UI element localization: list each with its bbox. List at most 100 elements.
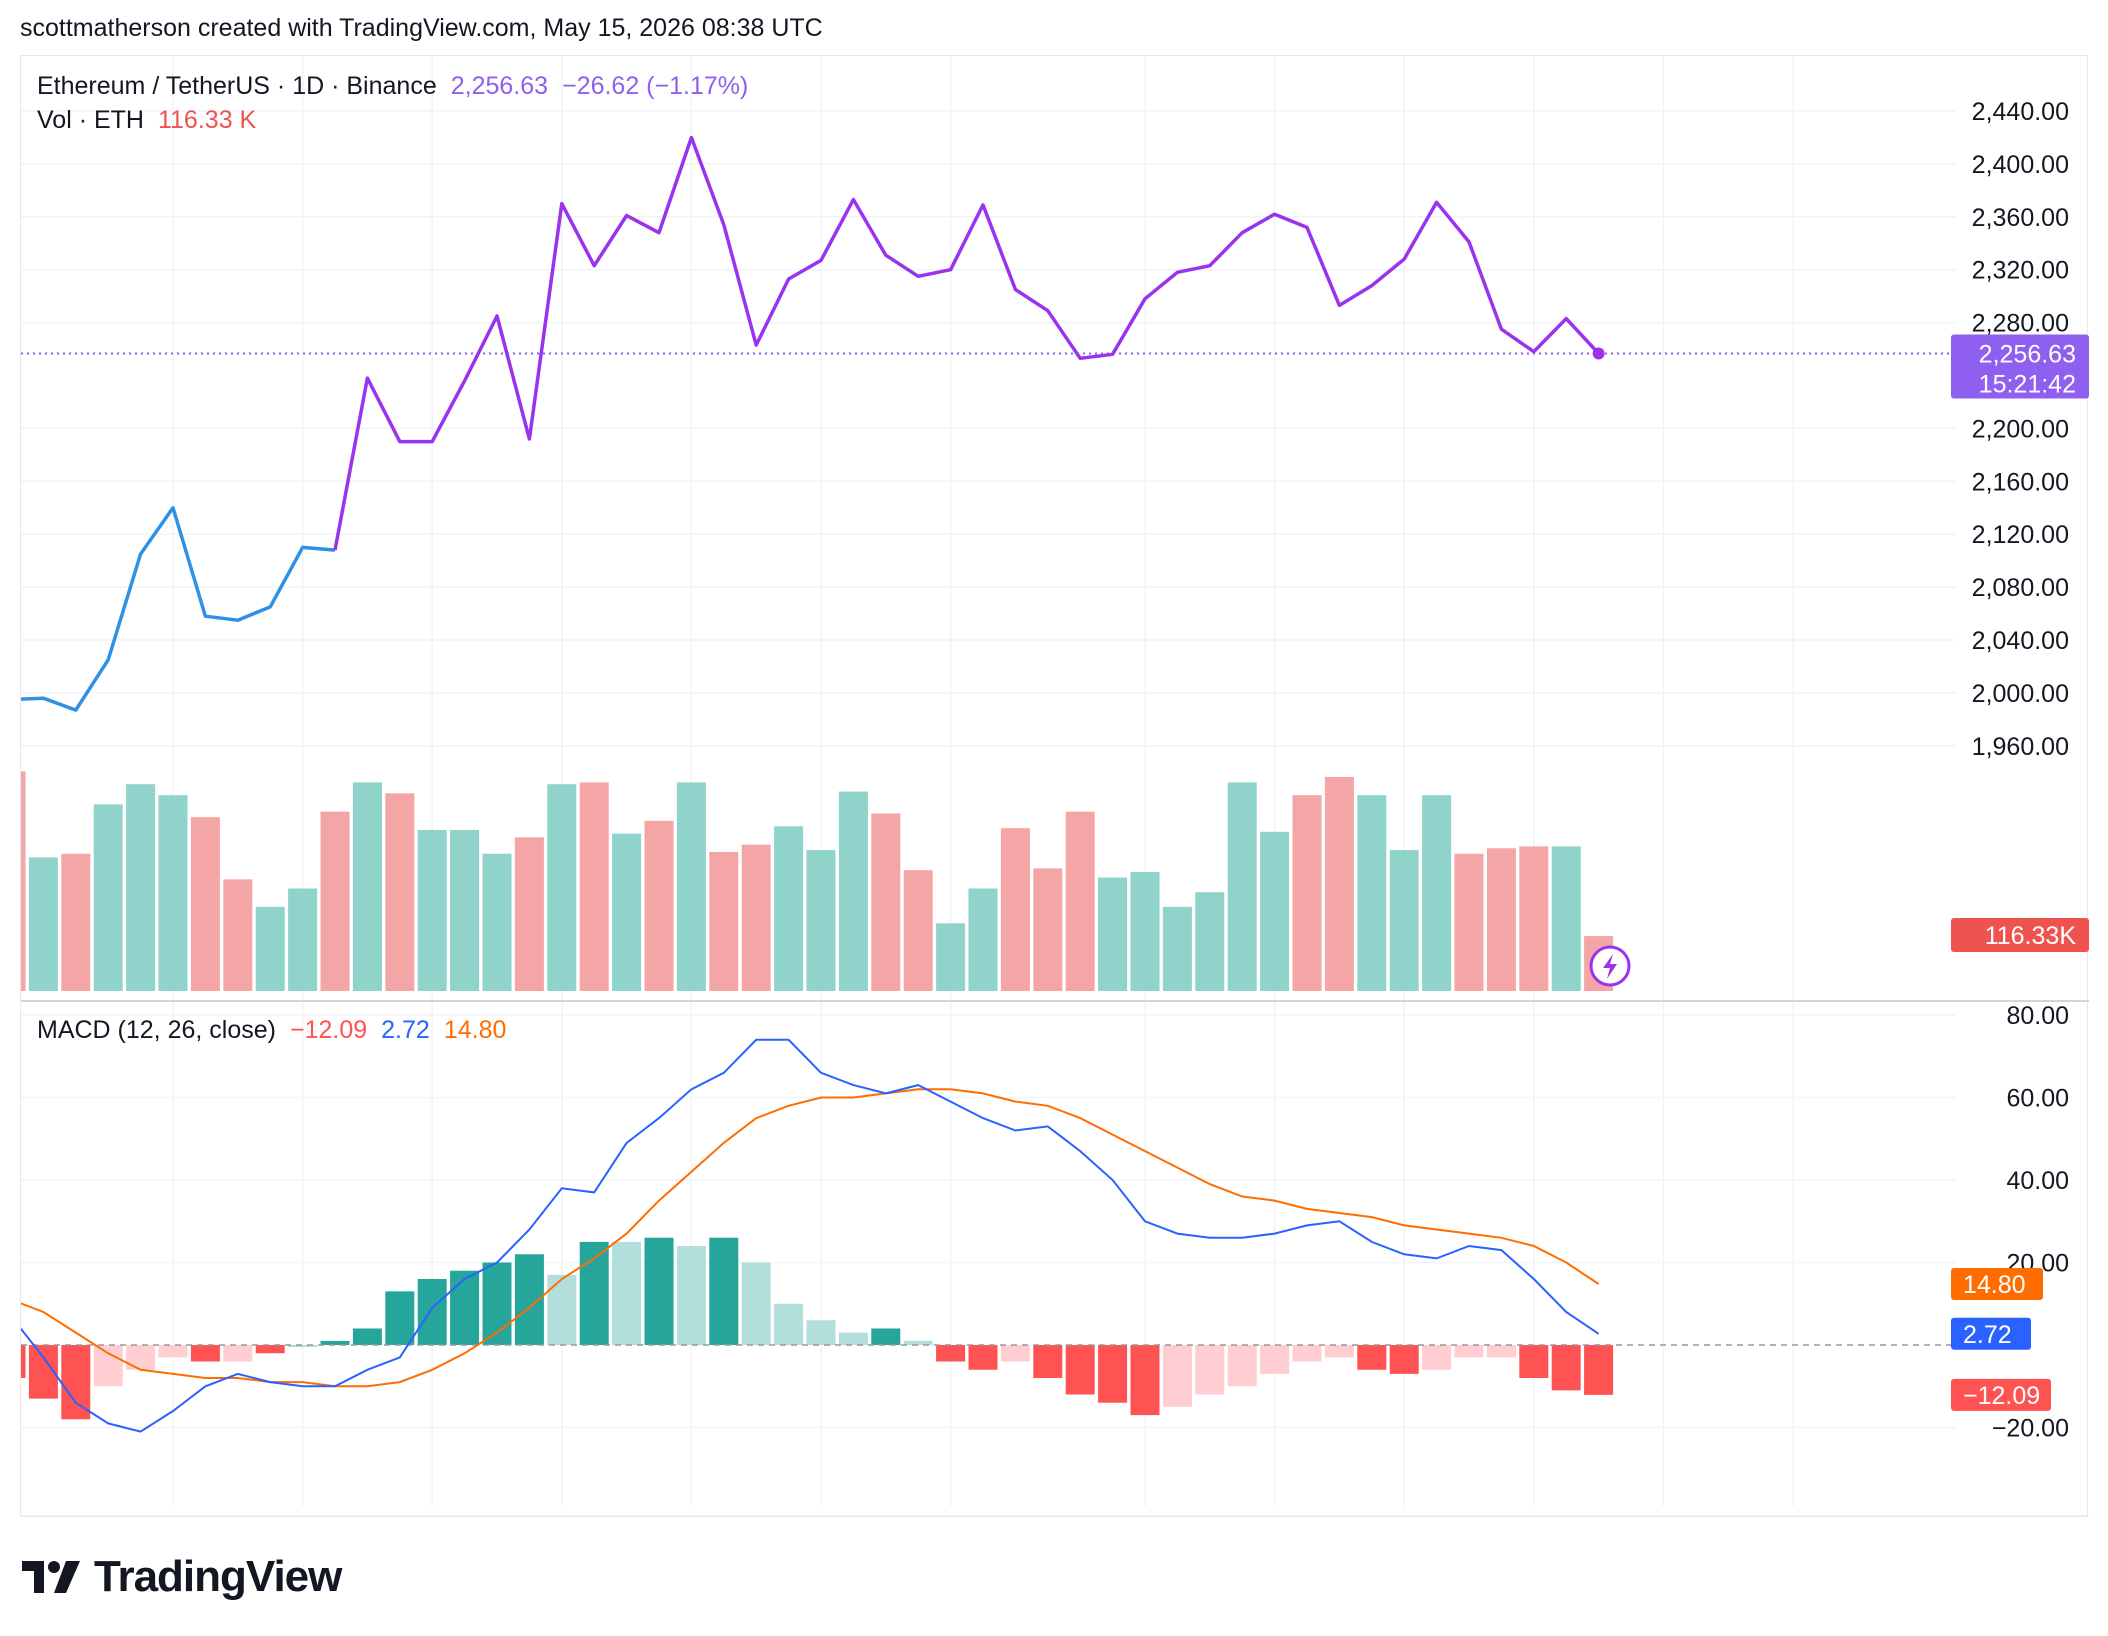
volume-bar[interactable]	[547, 784, 577, 991]
volume-bar[interactable]	[1227, 782, 1257, 991]
macd-histogram-bar[interactable]	[93, 1345, 123, 1387]
volume-bar[interactable]	[1551, 846, 1581, 991]
volume-bar[interactable]	[450, 829, 480, 991]
volume-bar[interactable]	[1324, 776, 1354, 991]
macd-histogram-bar[interactable]	[482, 1262, 512, 1346]
macd-histogram-bar[interactable]	[1065, 1345, 1095, 1395]
volume-bar[interactable]	[676, 782, 706, 991]
volume-bar[interactable]	[1519, 846, 1549, 991]
volume-bar[interactable]	[61, 853, 91, 991]
volume-bar[interactable]	[806, 850, 836, 991]
macd-histogram-bar[interactable]	[126, 1345, 156, 1370]
volume-bar[interactable]	[1389, 850, 1419, 991]
volume-bar[interactable]	[579, 782, 609, 991]
macd-histogram-bar[interactable]	[223, 1345, 253, 1362]
volume-bar[interactable]	[21, 771, 26, 991]
price-line-early[interactable]	[21, 506, 336, 712]
macd-histogram-bar[interactable]	[1357, 1345, 1387, 1370]
price-line[interactable]	[333, 135, 1600, 551]
macd-histogram-bar[interactable]	[21, 1345, 26, 1378]
volume-bar[interactable]	[482, 853, 512, 991]
macd-histogram-bar[interactable]	[320, 1340, 350, 1345]
volume-bar[interactable]	[741, 844, 771, 991]
last-price-point[interactable]	[1592, 347, 1605, 360]
macd-histogram-bar[interactable]	[1519, 1345, 1549, 1378]
volume-bar[interactable]	[28, 857, 58, 991]
macd-histogram-bar[interactable]	[158, 1345, 188, 1358]
macd-histogram-bar[interactable]	[1389, 1345, 1419, 1374]
macd-histogram-bar[interactable]	[1130, 1345, 1160, 1416]
volume-bar[interactable]	[871, 813, 901, 991]
macd-histogram-bar[interactable]	[61, 1345, 91, 1420]
macd-histogram-bar[interactable]	[806, 1320, 836, 1345]
macd-histogram-bar[interactable]	[352, 1328, 382, 1346]
tradingview-logo[interactable]: TradingView	[22, 1552, 342, 1602]
volume-bar[interactable]	[1260, 831, 1290, 991]
volume-bar[interactable]	[1065, 811, 1095, 991]
macd-histogram-bar[interactable]	[1195, 1345, 1225, 1395]
macd-histogram-bar[interactable]	[1000, 1345, 1030, 1362]
volume-bar[interactable]	[838, 791, 868, 991]
volume-last-label[interactable]	[1951, 918, 2089, 952]
volume-bar[interactable]	[126, 784, 156, 991]
macd-histogram-bar[interactable]	[676, 1246, 706, 1345]
volume-bar[interactable]	[1422, 795, 1452, 991]
macd-signal-label[interactable]	[1951, 1267, 2043, 1300]
volume-bar[interactable]	[1357, 795, 1387, 991]
macd-histogram-bar[interactable]	[1162, 1345, 1192, 1407]
macd-histogram-bar[interactable]	[1486, 1345, 1516, 1358]
chart-area[interactable]: 2,440.00 2,400.00 2,360.00 2,320.00 2,280.00…	[20, 55, 2089, 1518]
volume-bar[interactable]	[1130, 872, 1160, 991]
macd-histogram-bar[interactable]	[903, 1340, 933, 1345]
price-legend[interactable]: Ethereum / TetherUS · 1D · Binance 2,256.…	[37, 72, 748, 134]
volume-bar[interactable]	[93, 804, 123, 991]
volume-bar[interactable]	[320, 811, 350, 991]
volume-bar[interactable]	[644, 820, 674, 991]
macd-histogram-bar[interactable]	[255, 1345, 285, 1354]
macd-legend[interactable]: MACD (12, 26, close) −12.09 2.72 14.80	[37, 1016, 506, 1044]
macd-histogram-bar[interactable]	[644, 1237, 674, 1345]
macd-histogram-bar[interactable]	[968, 1345, 998, 1370]
macd-line-label[interactable]	[1951, 1317, 2031, 1350]
volume-bar[interactable]	[968, 888, 998, 991]
macd-histogram-bar[interactable]	[1422, 1345, 1452, 1370]
volume-bar[interactable]	[1195, 892, 1225, 991]
macd-histogram-bar[interactable]	[417, 1279, 447, 1345]
volume-bar[interactable]	[514, 837, 544, 991]
volume-bar[interactable]	[223, 879, 253, 991]
macd-histogram-bar[interactable]	[547, 1274, 577, 1345]
macd-histogram-bar[interactable]	[1033, 1345, 1063, 1378]
volume-bar[interactable]	[1454, 853, 1484, 991]
macd-histogram-bar[interactable]	[612, 1241, 642, 1345]
price-axis[interactable]: 2,440.00 2,400.00 2,360.00 2,320.00 2,280.00…	[1972, 98, 2069, 761]
macd-histogram-bar[interactable]	[871, 1328, 901, 1346]
macd-line[interactable]	[21, 1038, 1600, 1433]
macd-histogram-bar[interactable]	[741, 1262, 771, 1346]
volume-bar[interactable]	[903, 870, 933, 991]
macd-histogram-bar[interactable]	[385, 1291, 415, 1345]
volume-bar[interactable]	[1000, 828, 1030, 991]
volume-bar[interactable]	[1162, 906, 1192, 991]
volume-bar[interactable]	[1033, 868, 1063, 991]
macd-histogram-bar[interactable]	[190, 1345, 220, 1362]
macd-histogram-bar[interactable]	[838, 1332, 868, 1345]
volume-bar[interactable]	[417, 829, 447, 991]
volume-bar[interactable]	[1098, 877, 1128, 991]
volume-bar[interactable]	[709, 851, 739, 991]
macd-histogram-bar[interactable]	[1551, 1345, 1581, 1391]
macd-histogram-bar[interactable]	[936, 1345, 966, 1362]
macd-histogram-bar[interactable]	[1098, 1345, 1128, 1403]
chart-svg[interactable]: 2,440.00 2,400.00 2,360.00 2,320.00 2,280.00…	[21, 56, 2089, 1518]
macd-histogram-bar[interactable]	[774, 1303, 804, 1345]
macd-histogram-bar[interactable]	[709, 1237, 739, 1345]
volume-bar[interactable]	[288, 888, 318, 991]
volume-bar[interactable]	[158, 795, 188, 991]
macd-histogram-bar[interactable]	[1292, 1345, 1322, 1362]
volume-bar[interactable]	[612, 833, 642, 991]
volume-bar[interactable]	[936, 923, 966, 991]
macd-histogram-bar[interactable]	[288, 1345, 318, 1347]
macd-histogram-bar[interactable]	[1227, 1345, 1257, 1387]
volume-bar[interactable]	[1292, 795, 1322, 991]
volume-bar[interactable]	[385, 793, 415, 991]
